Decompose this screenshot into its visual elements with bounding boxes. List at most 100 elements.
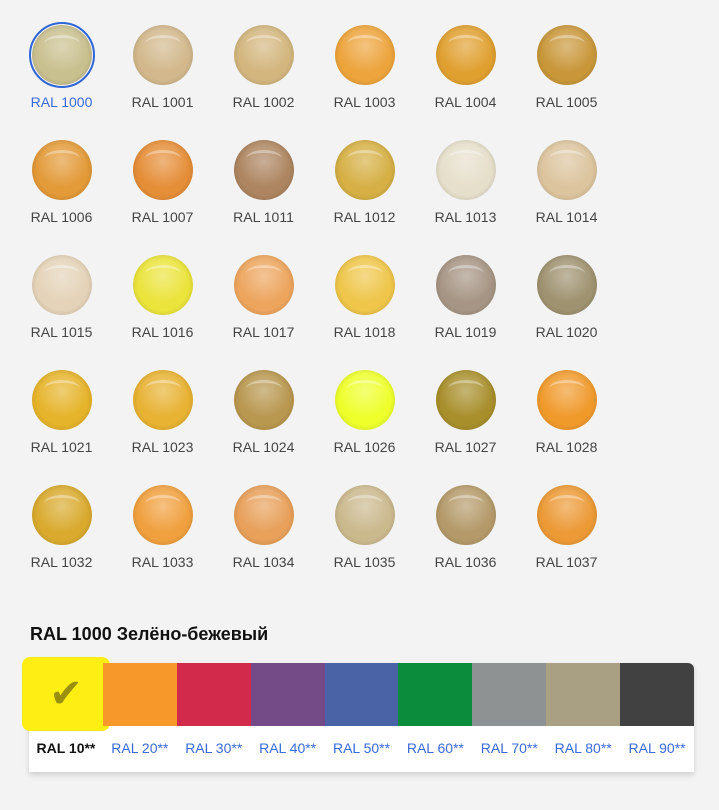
swatch-ral-1024[interactable]: RAL 1024 bbox=[213, 367, 314, 482]
swatch-ral-1020[interactable]: RAL 1020 bbox=[516, 252, 617, 367]
swatch-label: RAL 1005 bbox=[535, 94, 598, 110]
selection-ring bbox=[29, 137, 95, 203]
group-color bbox=[398, 663, 473, 726]
swatch-ral-1026[interactable]: RAL 1026 bbox=[314, 367, 415, 482]
swatch-ral-1016[interactable]: RAL 1016 bbox=[112, 252, 213, 367]
swatch-label: RAL 1027 bbox=[434, 439, 497, 455]
swatch-label: RAL 1014 bbox=[535, 209, 598, 225]
swatch-ral-1003[interactable]: RAL 1003 bbox=[314, 22, 415, 137]
selection-ring bbox=[231, 22, 297, 88]
palette-group-30[interactable]: RAL 30** bbox=[176, 663, 251, 772]
swatch-ral-1000[interactable]: RAL 1000 bbox=[11, 22, 112, 137]
swatch-label: RAL 1006 bbox=[30, 209, 93, 225]
color-sphere bbox=[536, 140, 597, 200]
swatch-ral-1005[interactable]: RAL 1005 bbox=[516, 22, 617, 137]
selected-color-title: RAL 1000 Зелёно-бежевый bbox=[30, 624, 269, 644]
palette-group-40[interactable]: RAL 40** bbox=[250, 663, 325, 772]
selection-ring bbox=[534, 252, 600, 318]
selected-tile: ✔ bbox=[22, 657, 110, 731]
swatch-ral-1021[interactable]: RAL 1021 bbox=[11, 367, 112, 482]
swatch-label: RAL 1036 bbox=[434, 554, 497, 570]
swatch-label: RAL 1021 bbox=[30, 439, 93, 455]
swatch-ral-1004[interactable]: RAL 1004 bbox=[415, 22, 516, 137]
swatch-ral-1034[interactable]: RAL 1034 bbox=[213, 482, 314, 597]
selection-ring bbox=[29, 482, 95, 548]
swatch-label: RAL 1013 bbox=[434, 209, 497, 225]
color-sphere bbox=[31, 255, 92, 315]
swatch-ral-1011[interactable]: RAL 1011 bbox=[213, 137, 314, 252]
color-sphere bbox=[435, 485, 496, 545]
swatch-ral-1028[interactable]: RAL 1028 bbox=[516, 367, 617, 482]
palette-group-80[interactable]: RAL 80** bbox=[546, 663, 621, 772]
swatch-ral-1007[interactable]: RAL 1007 bbox=[112, 137, 213, 252]
swatch-ral-1033[interactable]: RAL 1033 bbox=[112, 482, 213, 597]
group-label: RAL 80** bbox=[554, 740, 612, 756]
color-sphere bbox=[435, 370, 496, 430]
selection-ring bbox=[433, 482, 499, 548]
palette-group-50[interactable]: RAL 50** bbox=[324, 663, 399, 772]
swatch-label: RAL 1028 bbox=[535, 439, 598, 455]
selection-ring bbox=[332, 482, 398, 548]
palette-group-70[interactable]: RAL 70** bbox=[472, 663, 547, 772]
color-sphere bbox=[334, 370, 395, 430]
palette-group-90[interactable]: RAL 90** bbox=[620, 663, 695, 772]
color-sphere bbox=[132, 485, 193, 545]
selection-ring bbox=[534, 367, 600, 433]
group-label: RAL 60** bbox=[406, 740, 464, 756]
group-label: RAL 70** bbox=[480, 740, 538, 756]
color-sphere bbox=[435, 140, 496, 200]
swatch-ral-1018[interactable]: RAL 1018 bbox=[314, 252, 415, 367]
color-sphere bbox=[31, 370, 92, 430]
color-sphere bbox=[435, 255, 496, 315]
color-sphere bbox=[132, 140, 193, 200]
swatch-ral-1001[interactable]: RAL 1001 bbox=[112, 22, 213, 137]
swatch-ral-1014[interactable]: RAL 1014 bbox=[516, 137, 617, 252]
selection-ring bbox=[130, 367, 196, 433]
selection-ring bbox=[130, 482, 196, 548]
swatch-ral-1017[interactable]: RAL 1017 bbox=[213, 252, 314, 367]
swatch-ral-1013[interactable]: RAL 1013 bbox=[415, 137, 516, 252]
swatch-label: RAL 1003 bbox=[333, 94, 396, 110]
swatch-ral-1036[interactable]: RAL 1036 bbox=[415, 482, 516, 597]
group-label: RAL 50** bbox=[332, 740, 391, 756]
swatch-label: RAL 1007 bbox=[131, 209, 194, 225]
group-color bbox=[102, 663, 177, 726]
group-color bbox=[324, 663, 399, 726]
selection-ring bbox=[130, 252, 196, 318]
swatch-ral-1012[interactable]: RAL 1012 bbox=[314, 137, 415, 252]
selection-ring bbox=[332, 137, 398, 203]
group-color bbox=[620, 663, 695, 726]
swatch-ral-1015[interactable]: RAL 1015 bbox=[11, 252, 112, 367]
swatch-label: RAL 1026 bbox=[333, 439, 396, 455]
selection-ring bbox=[231, 367, 297, 433]
palette-group-10[interactable]: ✔ RAL 10** bbox=[22, 657, 110, 772]
color-sphere bbox=[31, 25, 92, 85]
swatch-ral-1019[interactable]: RAL 1019 bbox=[415, 252, 516, 367]
selection-ring bbox=[433, 367, 499, 433]
swatch-label: RAL 1024 bbox=[232, 439, 295, 455]
group-label: RAL 20** bbox=[111, 740, 169, 756]
swatch-label: RAL 1017 bbox=[232, 324, 295, 340]
swatch-label: RAL 1016 bbox=[131, 324, 194, 340]
swatch-ral-1002[interactable]: RAL 1002 bbox=[213, 22, 314, 137]
swatch-ral-1032[interactable]: RAL 1032 bbox=[11, 482, 112, 597]
swatch-ral-1006[interactable]: RAL 1006 bbox=[11, 137, 112, 252]
swatch-ral-1037[interactable]: RAL 1037 bbox=[516, 482, 617, 597]
swatch-label: RAL 1018 bbox=[333, 324, 396, 340]
selection-ring bbox=[433, 22, 499, 88]
swatch-ral-1023[interactable]: RAL 1023 bbox=[112, 367, 213, 482]
swatch-label: RAL 1002 bbox=[232, 94, 295, 110]
selection-ring bbox=[534, 137, 600, 203]
palette-group-20[interactable]: RAL 20** bbox=[102, 663, 177, 772]
swatch-label: RAL 1011 bbox=[233, 209, 294, 225]
group-label: RAL 90** bbox=[628, 740, 686, 756]
color-sphere bbox=[233, 485, 294, 545]
checkmark-icon: ✔ bbox=[49, 672, 83, 716]
color-sphere bbox=[132, 25, 193, 85]
palette-group-60[interactable]: RAL 60** bbox=[398, 663, 473, 772]
group-color bbox=[176, 663, 251, 726]
swatch-ral-1035[interactable]: RAL 1035 bbox=[314, 482, 415, 597]
selection-ring bbox=[332, 367, 398, 433]
selection-ring bbox=[130, 22, 196, 88]
swatch-ral-1027[interactable]: RAL 1027 bbox=[415, 367, 516, 482]
